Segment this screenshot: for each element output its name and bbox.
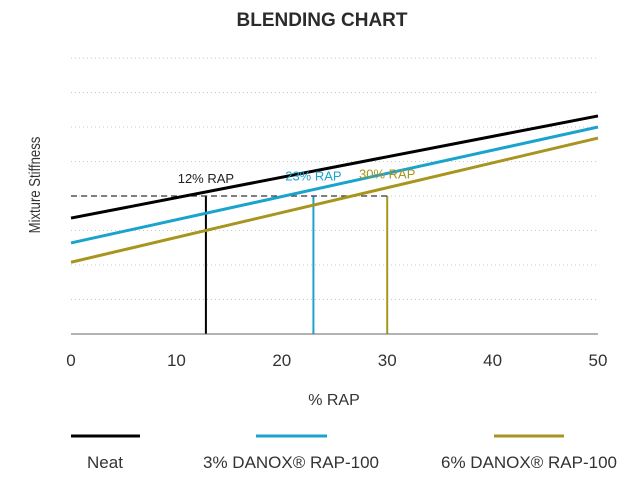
annotation-layer: 12% RAP 23% RAP 30% RAP bbox=[178, 167, 416, 186]
series-layer bbox=[70, 114, 599, 264]
legend: Neat 3% DANOX® RAP-100 6% DANOX® RAP-100 bbox=[71, 434, 617, 472]
annotation-label: 23% RAP bbox=[285, 169, 341, 184]
drop-lines-layer bbox=[204, 196, 389, 334]
x-tick-label: 0 bbox=[66, 351, 75, 370]
annotation-label: 12% RAP bbox=[178, 171, 234, 186]
x-tick-label: 50 bbox=[589, 351, 608, 370]
x-tick-label: 40 bbox=[483, 351, 502, 370]
series-line bbox=[70, 136, 599, 264]
x-tick-label: 30 bbox=[378, 351, 397, 370]
x-tick-label: 10 bbox=[167, 351, 186, 370]
x-tick-label: 20 bbox=[272, 351, 291, 370]
legend-label: 6% DANOX® RAP-100 bbox=[441, 453, 617, 472]
series-line bbox=[70, 114, 599, 220]
x-tick-layer: 0 10 20 30 40 50 bbox=[66, 351, 607, 370]
x-axis-label: % RAP bbox=[308, 392, 360, 409]
series-line bbox=[70, 125, 599, 245]
annotation-label: 30% RAP bbox=[359, 167, 415, 182]
y-axis-label: Mixture Stiffness bbox=[27, 137, 44, 234]
legend-label: Neat bbox=[87, 453, 123, 472]
legend-label: 3% DANOX® RAP-100 bbox=[203, 453, 379, 472]
chart-title: BLENDING CHART bbox=[237, 10, 408, 31]
